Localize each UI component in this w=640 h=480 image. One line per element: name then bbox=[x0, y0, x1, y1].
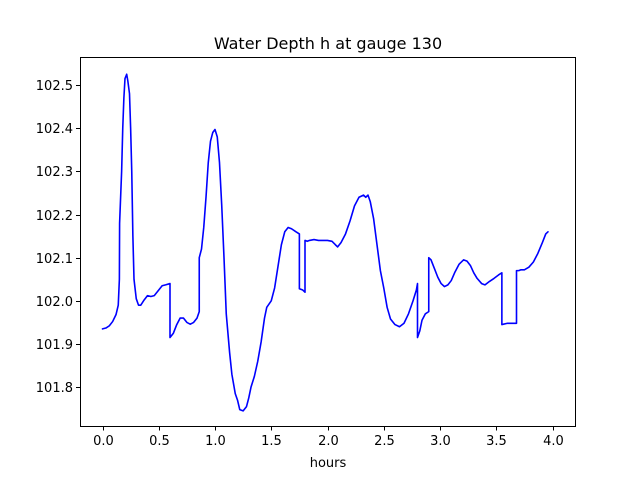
x-tick-label: 3.5 bbox=[486, 434, 507, 449]
y-axis: 101.8 101.9 102.0 102.1 102.2 102.3 102.4 102.5 bbox=[36, 79, 81, 396]
x-axis: 0.0 0.5 1.0 1.5 2.0 2.5 3.0 3.5 4.0 bbox=[93, 426, 564, 449]
x-axis-label: hours bbox=[310, 456, 347, 471]
y-tick-label: 102.2 bbox=[36, 209, 73, 224]
x-tick-label: 1.0 bbox=[205, 434, 226, 449]
x-tick-label: 2.5 bbox=[374, 434, 395, 449]
x-tick-label: 0.0 bbox=[93, 434, 114, 449]
y-tick-label: 101.9 bbox=[36, 338, 73, 353]
y-tick-label: 101.8 bbox=[36, 381, 73, 396]
plot-area bbox=[101, 73, 549, 412]
y-tick-label: 102.4 bbox=[36, 122, 73, 137]
y-tick-label: 102.1 bbox=[36, 252, 73, 267]
x-tick-label: 1.5 bbox=[261, 434, 282, 449]
y-tick-label: 102.3 bbox=[36, 165, 73, 180]
x-tick-label: 4.0 bbox=[543, 434, 564, 449]
x-tick-label: 3.0 bbox=[430, 434, 451, 449]
axes-frame bbox=[80, 57, 576, 427]
chart-title: Water Depth h at gauge 130 bbox=[214, 34, 442, 53]
x-tick-label: 2.0 bbox=[318, 434, 339, 449]
series-line-0 bbox=[101, 73, 549, 412]
y-tick-label: 102.0 bbox=[36, 295, 73, 310]
y-tick-label: 102.5 bbox=[36, 79, 73, 94]
x-tick-label: 0.5 bbox=[149, 434, 170, 449]
